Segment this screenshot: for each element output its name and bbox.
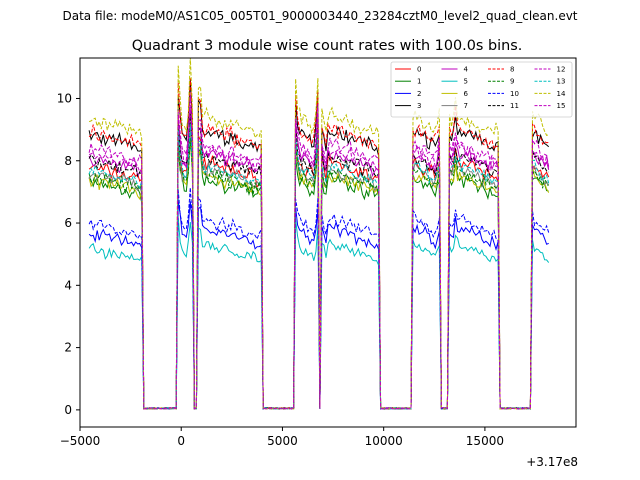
legend-label-13: 13 [557, 78, 566, 86]
y-axis: 0 2 4 6 8 10 [57, 91, 80, 417]
y-tick-label: 6 [64, 216, 72, 230]
legend-label-5: 5 [464, 78, 468, 86]
chart-suptitle: Data file: modeM0/AS1C05_005T01_90000034… [62, 9, 577, 23]
y-tick-label: 10 [57, 91, 72, 105]
legend-label-12: 12 [557, 66, 566, 74]
legend-label-9: 9 [510, 78, 514, 86]
legend-label-7: 7 [464, 102, 468, 110]
legend-label-3: 3 [417, 102, 421, 110]
legend-label-15: 15 [557, 102, 566, 110]
legend-label-6: 6 [464, 90, 469, 98]
legend-label-4: 4 [464, 66, 469, 74]
legend-label-0: 0 [417, 66, 421, 74]
legend-label-8: 8 [510, 66, 514, 74]
x-axis: −5000 0 5000 10000 15000 [60, 427, 504, 448]
series-layer [88, 58, 550, 410]
x-offset-label: +3.17e8 [526, 455, 578, 469]
y-tick-label: 8 [64, 154, 72, 168]
legend-label-10: 10 [510, 90, 519, 98]
y-tick-label: 2 [64, 341, 72, 355]
legend-label-2: 2 [417, 90, 421, 98]
plot-frame [79, 57, 577, 428]
legend-box [390, 61, 573, 118]
chart-title: Quadrant 3 module wise count rates with … [132, 38, 523, 54]
y-tick-label: 0 [64, 403, 72, 417]
y-tick-label: 4 [64, 278, 72, 292]
x-tick-label: −5000 [60, 434, 101, 448]
series-line-15 [88, 94, 550, 410]
x-tick-label: 0 [177, 434, 185, 448]
x-tick-label: 10000 [365, 434, 403, 448]
legend-label-1: 1 [417, 78, 421, 86]
x-tick-label: 5000 [267, 434, 298, 448]
x-tick-label: 15000 [466, 434, 504, 448]
legend-label-14: 14 [557, 90, 566, 98]
legend-label-11: 11 [510, 102, 519, 110]
